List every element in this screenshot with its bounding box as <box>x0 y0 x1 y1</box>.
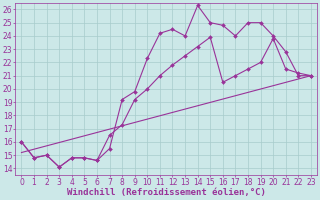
X-axis label: Windchill (Refroidissement éolien,°C): Windchill (Refroidissement éolien,°C) <box>67 188 266 197</box>
